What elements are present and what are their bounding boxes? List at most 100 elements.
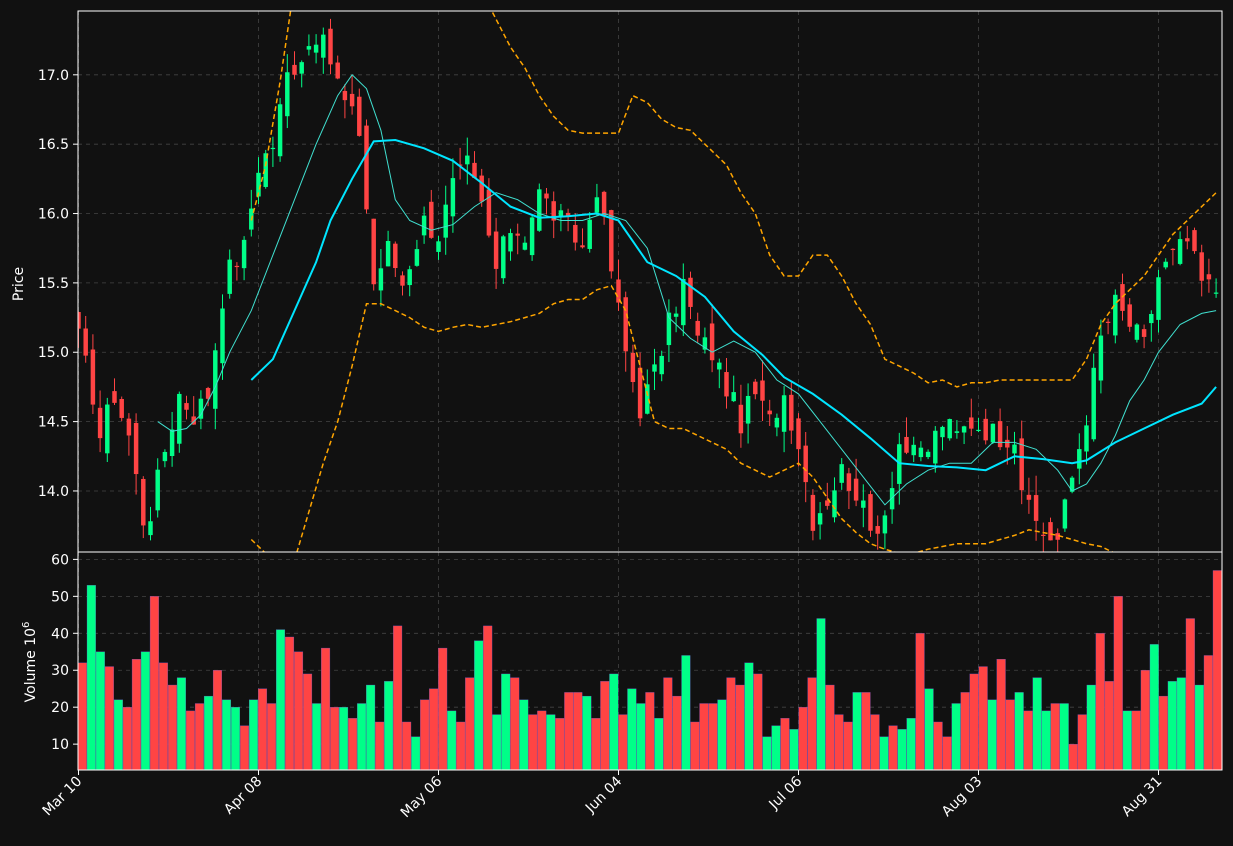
volume-bar — [501, 673, 511, 770]
volume-bar — [717, 699, 727, 770]
candle-body — [911, 444, 916, 456]
candle-body — [969, 417, 974, 429]
volume-bar — [411, 736, 421, 770]
volume-tick-label: 40 — [51, 626, 69, 642]
volume-tick-label: 50 — [51, 589, 69, 605]
volume-tick-label: 30 — [51, 663, 69, 679]
candle-body — [133, 422, 139, 475]
volume-bar — [915, 633, 925, 770]
volume-bar — [122, 707, 132, 770]
candle-body — [371, 218, 376, 285]
candle-body — [205, 388, 211, 399]
volume-bar — [600, 681, 610, 770]
lower-band-line — [250, 284, 1115, 552]
candle-body — [177, 393, 182, 444]
volume-bar — [573, 692, 583, 770]
volume-bar — [230, 707, 240, 770]
candle-body — [997, 421, 1003, 448]
volume-bar — [699, 703, 709, 770]
candle-body — [817, 513, 823, 525]
volume-bar — [158, 662, 168, 770]
volume-bar — [807, 677, 817, 770]
volume-bar — [888, 725, 898, 770]
volume-bar — [1032, 677, 1042, 770]
price-tick-label: 17.0 — [38, 68, 69, 84]
volume-bar — [537, 710, 547, 770]
candle-body — [198, 398, 204, 419]
volume-bar — [1176, 677, 1186, 770]
volume-bar — [546, 714, 556, 770]
candle-body — [695, 320, 700, 336]
candle-body — [846, 473, 852, 491]
candle-body — [112, 391, 117, 403]
volume-bar — [798, 707, 808, 770]
volume-bar — [149, 596, 159, 770]
volume-bar — [1041, 710, 1051, 770]
candle-body — [1041, 534, 1046, 536]
volume-bar — [258, 688, 268, 770]
candle-body — [191, 416, 196, 425]
slow-ma-line — [250, 138, 1217, 472]
candle-body — [573, 224, 578, 243]
volume-bar — [933, 721, 943, 770]
volume-bar — [86, 585, 96, 770]
volume-bar — [1149, 644, 1159, 770]
candle-body — [947, 419, 952, 439]
price-tick-label: 14.0 — [38, 484, 69, 500]
volume-bar — [1158, 695, 1168, 770]
candle-body — [587, 219, 592, 249]
candle-body — [306, 46, 312, 50]
candle-body — [918, 447, 924, 458]
candle-body — [227, 259, 232, 294]
candle-body — [414, 249, 420, 266]
candle-body — [97, 407, 103, 439]
volume-bar — [1131, 710, 1141, 770]
candle-body — [1033, 495, 1039, 521]
candle-body — [789, 394, 794, 431]
candle-body — [616, 279, 621, 303]
candle-body — [767, 410, 772, 415]
candle-body — [335, 62, 340, 79]
volume-bar — [203, 695, 213, 770]
volume-bar — [429, 688, 439, 770]
candle-body — [234, 265, 240, 268]
candle-body — [1077, 449, 1082, 469]
volume-bar — [393, 625, 403, 770]
volume-bar — [681, 655, 691, 770]
candle-body — [709, 323, 715, 361]
candle-body — [378, 268, 384, 291]
candle-body — [241, 239, 247, 269]
candle-body — [630, 352, 636, 383]
volume-panel: 10 20 30 40 50 60 — [51, 551, 1223, 771]
candle-body — [349, 93, 355, 107]
candle-body — [443, 204, 448, 238]
volume-bar — [447, 710, 457, 770]
fast-ma-line — [157, 74, 1217, 506]
volume-bar — [942, 736, 952, 770]
candle-body — [78, 312, 81, 329]
volume-bar — [906, 718, 916, 770]
volume-bar — [1113, 596, 1123, 770]
candle-body — [825, 500, 830, 506]
candle-body — [983, 418, 988, 441]
candle-body — [1005, 439, 1010, 448]
volume-bar — [239, 725, 249, 770]
volume-bar — [95, 651, 105, 770]
volume-bar — [519, 699, 529, 770]
candle-body — [277, 104, 283, 157]
candle-body — [1199, 252, 1204, 281]
volume-bar — [402, 721, 412, 770]
candle-body — [1192, 230, 1197, 252]
volume-bar — [582, 695, 592, 770]
candle-body — [645, 384, 650, 414]
candle-body — [105, 404, 110, 454]
volume-tick-label: 60 — [51, 552, 69, 568]
volume-bar — [618, 714, 628, 770]
candle-body — [515, 233, 520, 236]
volume-bar — [762, 736, 772, 770]
candle-body — [882, 515, 888, 534]
volume-bar — [1005, 699, 1015, 770]
volume-bar — [474, 640, 484, 770]
volume-bar — [636, 703, 646, 770]
